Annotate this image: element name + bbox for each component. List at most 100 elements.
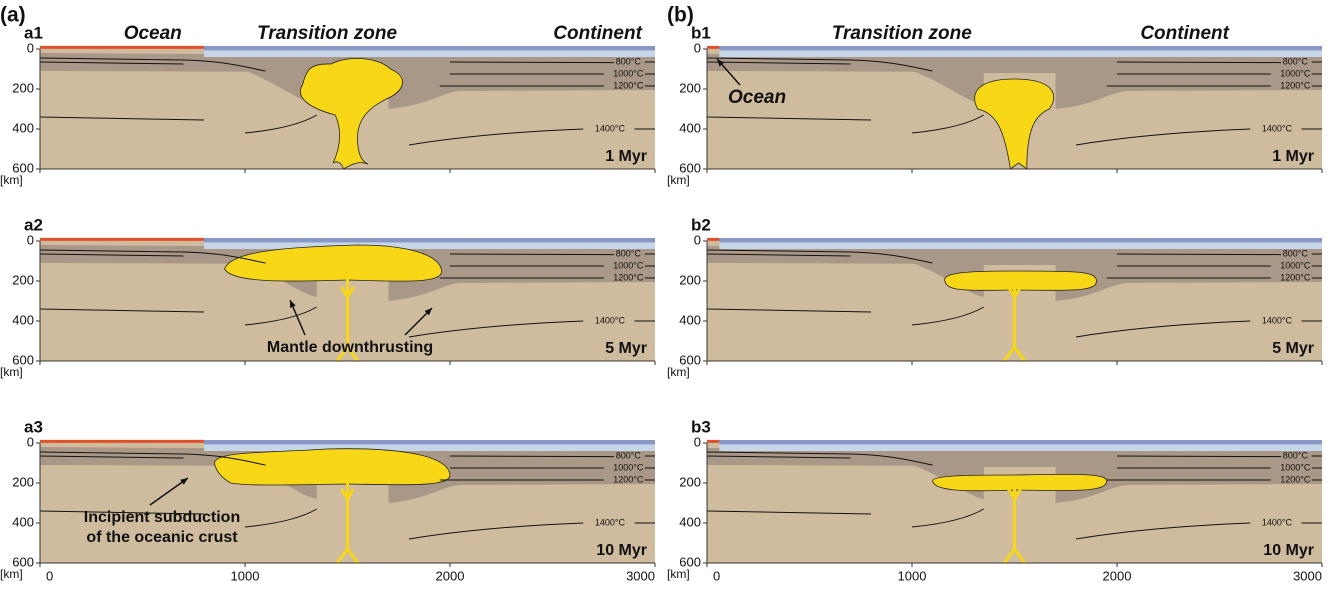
isotherm	[409, 129, 583, 145]
isotherm	[1117, 254, 1281, 255]
isotherm-label: 1200°C	[613, 272, 644, 282]
plume-conduit	[1004, 279, 1025, 361]
isotherm	[707, 511, 871, 514]
y-tick-label: 600	[12, 160, 34, 175]
column-label: (b)	[667, 4, 694, 27]
region-label: Transition zone	[832, 23, 972, 44]
y-tick-label: 200	[12, 80, 34, 95]
isotherm-label: 1200°C	[1280, 272, 1311, 282]
arrow-head	[180, 478, 188, 485]
time-label: 5 Myr	[1272, 340, 1314, 357]
plume	[933, 474, 1107, 491]
x-tick-label: 1000	[898, 568, 927, 583]
y-tick-label: 200	[12, 474, 34, 489]
lower-crust	[204, 444, 655, 451]
arrow-head	[717, 59, 725, 67]
panel-label: a2	[24, 215, 43, 234]
x-tick-label: 3000	[626, 568, 655, 583]
isotherm	[40, 58, 266, 71]
cross-section	[40, 440, 655, 563]
isotherm-label: 1200°C	[1280, 80, 1311, 90]
isotherm	[707, 309, 871, 312]
isotherm	[1076, 129, 1250, 145]
lower-crust	[719, 50, 1322, 57]
y-tick-label: 600	[679, 352, 701, 367]
plume	[945, 271, 1097, 290]
isotherm-label: 1200°C	[613, 80, 644, 90]
cross-section	[707, 238, 1322, 361]
isotherm	[707, 452, 933, 465]
arrow-shaft	[149, 477, 189, 506]
x-tick-label: 2000	[436, 568, 465, 583]
upper-crust	[719, 46, 1322, 51]
lower-crust	[719, 242, 1322, 249]
isotherm-label: 800°C	[1283, 248, 1309, 258]
isotherm	[409, 523, 583, 539]
y-tick-label: 200	[679, 474, 701, 489]
plume	[300, 58, 402, 169]
plume-conduit	[337, 279, 358, 361]
annotation: Mantle downthrusting	[267, 339, 433, 356]
y-tick-label: 400	[12, 514, 34, 529]
isotherm	[245, 307, 317, 325]
isotherm	[450, 254, 614, 255]
lower-crust	[204, 50, 655, 57]
x-tick-label: 0	[713, 568, 720, 583]
isotherm	[707, 254, 851, 256]
depth-unit: [km]	[0, 567, 23, 581]
y-tick-label: 400	[679, 120, 701, 135]
isotherm-label: 1000°C	[1280, 260, 1311, 270]
isotherm	[40, 511, 204, 514]
upper-crust	[204, 440, 655, 445]
isotherm-label: 1200°C	[1280, 474, 1311, 484]
isotherm	[1076, 321, 1250, 337]
isotherm-label: 1400°C	[1262, 517, 1293, 527]
isotherm	[40, 309, 204, 312]
isotherm-label: 1000°C	[613, 260, 644, 270]
y-tick-label: 0	[694, 232, 701, 247]
upper-crust	[204, 46, 655, 51]
plume	[214, 449, 450, 485]
y-tick-label: 200	[679, 80, 701, 95]
isotherm	[40, 250, 266, 263]
region-label: Transition zone	[257, 23, 397, 44]
isotherm	[450, 456, 614, 457]
y-tick-label: 0	[694, 434, 701, 449]
annotation: Ocean	[728, 87, 786, 108]
isotherm-label: 1400°C	[595, 517, 626, 527]
isotherm-label: 800°C	[616, 248, 642, 258]
panel-label: a3	[24, 417, 43, 436]
cross-section	[707, 46, 1322, 169]
isotherm	[707, 456, 851, 458]
isotherm	[707, 117, 871, 120]
isotherm	[707, 62, 851, 64]
time-label: 1 Myr	[605, 148, 647, 165]
lower-crust	[719, 444, 1322, 451]
time-label: 10 Myr	[596, 542, 647, 559]
isotherm	[912, 307, 984, 325]
region-label: Ocean	[124, 23, 182, 44]
isotherm-label: 1200°C	[613, 474, 644, 484]
lithosphere-lower	[707, 246, 1322, 265]
y-tick-label: 0	[27, 434, 34, 449]
y-tick-label: 0	[27, 232, 34, 247]
y-tick-label: 200	[12, 272, 34, 287]
isotherm	[245, 509, 317, 527]
time-label: 1 Myr	[1272, 148, 1314, 165]
annotation: Incipient subduction	[84, 509, 240, 526]
isotherm	[1117, 456, 1281, 457]
panel-label: b1	[691, 23, 711, 42]
y-tick-label: 600	[12, 352, 34, 367]
y-tick-label: 200	[679, 272, 701, 287]
isotherm-label: 1000°C	[1280, 462, 1311, 472]
region-label: Continent	[553, 23, 642, 44]
isotherm	[912, 115, 984, 133]
upper-crust	[719, 440, 1322, 445]
upper-crust	[204, 238, 655, 243]
panel-label: a1	[24, 23, 43, 42]
y-tick-label: 600	[679, 160, 701, 175]
arrow-head	[424, 308, 432, 316]
y-tick-label: 600	[679, 554, 701, 569]
depth-unit: [km]	[0, 173, 23, 187]
isotherm-label: 800°C	[616, 450, 642, 460]
